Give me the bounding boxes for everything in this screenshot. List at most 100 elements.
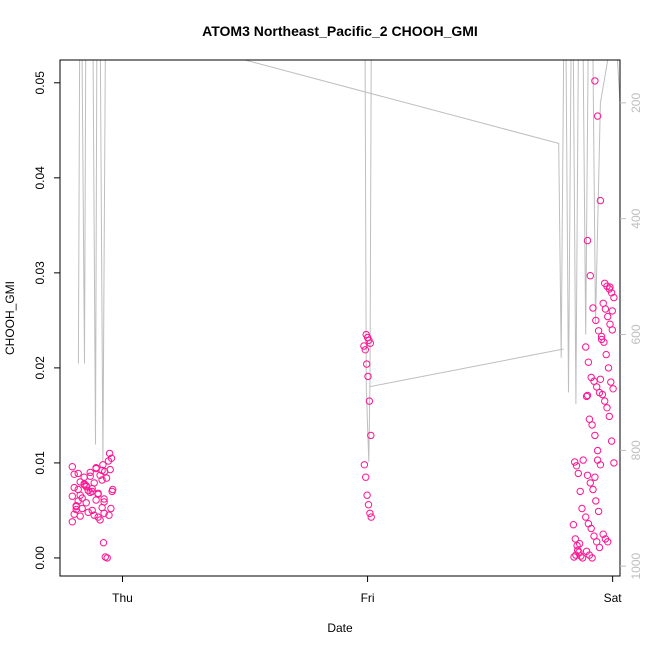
data-point xyxy=(592,316,600,325)
data-point xyxy=(574,546,582,554)
data-point xyxy=(72,502,80,511)
data-point xyxy=(584,358,593,366)
data-point xyxy=(596,461,605,469)
data-point xyxy=(593,383,601,391)
data-point xyxy=(602,350,610,359)
data-point xyxy=(582,392,591,401)
data-point xyxy=(601,305,610,313)
data-point xyxy=(78,504,86,513)
data-point xyxy=(589,485,597,494)
x-tick-label: Fri xyxy=(361,591,375,605)
data-point xyxy=(595,543,604,552)
chart-title: ATOM3 Northeast_Pacific_2 CHOOH_GMI xyxy=(202,23,478,39)
data-point xyxy=(90,511,98,519)
data-point xyxy=(367,431,375,440)
data-point xyxy=(576,487,584,496)
data-point xyxy=(578,554,587,562)
data-point xyxy=(364,501,373,509)
data-point xyxy=(363,360,371,368)
data-point xyxy=(578,504,586,513)
y-tick-label: 0.00 xyxy=(33,546,47,570)
pressure-line-layer xyxy=(77,60,620,462)
points-layer xyxy=(68,77,618,562)
data-point xyxy=(103,554,111,562)
y2-tick-label: 200 xyxy=(629,93,643,113)
y-axis-label: CHOOH_GMI xyxy=(3,281,17,355)
data-point xyxy=(102,474,111,482)
data-point xyxy=(99,461,107,469)
data-point xyxy=(574,469,582,478)
data-point xyxy=(99,539,108,547)
data-point xyxy=(610,459,618,467)
data-point xyxy=(104,457,113,465)
data-point xyxy=(88,506,96,515)
data-point xyxy=(86,472,94,480)
data-point xyxy=(82,499,90,507)
data-point xyxy=(594,507,603,516)
y2-tick-label: 600 xyxy=(629,324,643,344)
data-point xyxy=(605,412,613,421)
y2-tick-label: 1000 xyxy=(629,552,643,579)
data-point xyxy=(68,492,77,500)
pressure-line-thu xyxy=(77,60,245,462)
data-point xyxy=(70,470,78,478)
data-point xyxy=(596,196,605,205)
data-point xyxy=(598,390,607,399)
pressure-line-connector xyxy=(369,348,564,388)
data-point xyxy=(609,385,617,393)
data-point xyxy=(603,404,611,412)
data-point xyxy=(571,535,579,543)
y-tick-label: 0.02 xyxy=(33,356,47,380)
data-point xyxy=(586,479,594,487)
data-point xyxy=(607,378,615,386)
data-point xyxy=(84,508,92,516)
data-point xyxy=(599,530,607,538)
data-point xyxy=(367,513,375,521)
data-point xyxy=(70,483,78,492)
data-point xyxy=(82,482,90,490)
data-point xyxy=(572,551,580,559)
data-point xyxy=(105,449,114,458)
data-point xyxy=(593,112,602,120)
data-point xyxy=(88,484,96,493)
data-point xyxy=(592,497,600,505)
data-point xyxy=(84,486,92,495)
data-point xyxy=(601,397,609,405)
data-point xyxy=(94,490,102,498)
data-point xyxy=(606,283,614,291)
data-point xyxy=(107,504,115,513)
y-tick-label: 0.01 xyxy=(33,451,47,475)
data-point xyxy=(366,509,374,517)
plot-frame xyxy=(59,59,621,577)
data-point xyxy=(589,304,597,312)
data-point xyxy=(366,339,374,347)
data-point xyxy=(586,272,594,280)
data-point xyxy=(570,553,578,561)
data-point xyxy=(608,326,616,334)
data-point xyxy=(572,462,581,470)
data-point xyxy=(583,391,592,400)
y-tick-label: 0.05 xyxy=(33,71,47,95)
data-point xyxy=(591,473,599,481)
data-point xyxy=(365,397,374,405)
data-point xyxy=(92,464,100,473)
data-point xyxy=(362,473,370,481)
data-point xyxy=(608,307,616,315)
data-point xyxy=(569,521,578,529)
data-point xyxy=(594,327,603,335)
data-point xyxy=(100,495,108,503)
data-point xyxy=(593,456,602,464)
data-point xyxy=(361,346,369,354)
data-point xyxy=(577,552,585,560)
data-point xyxy=(86,468,94,477)
data-point xyxy=(587,524,595,533)
data-point xyxy=(604,364,613,372)
x-tick-label: Sat xyxy=(604,591,623,605)
data-point xyxy=(68,463,77,471)
data-point xyxy=(593,538,601,546)
data-point xyxy=(78,494,86,502)
data-point xyxy=(584,520,593,528)
data-point xyxy=(583,236,592,245)
data-point xyxy=(105,511,113,519)
